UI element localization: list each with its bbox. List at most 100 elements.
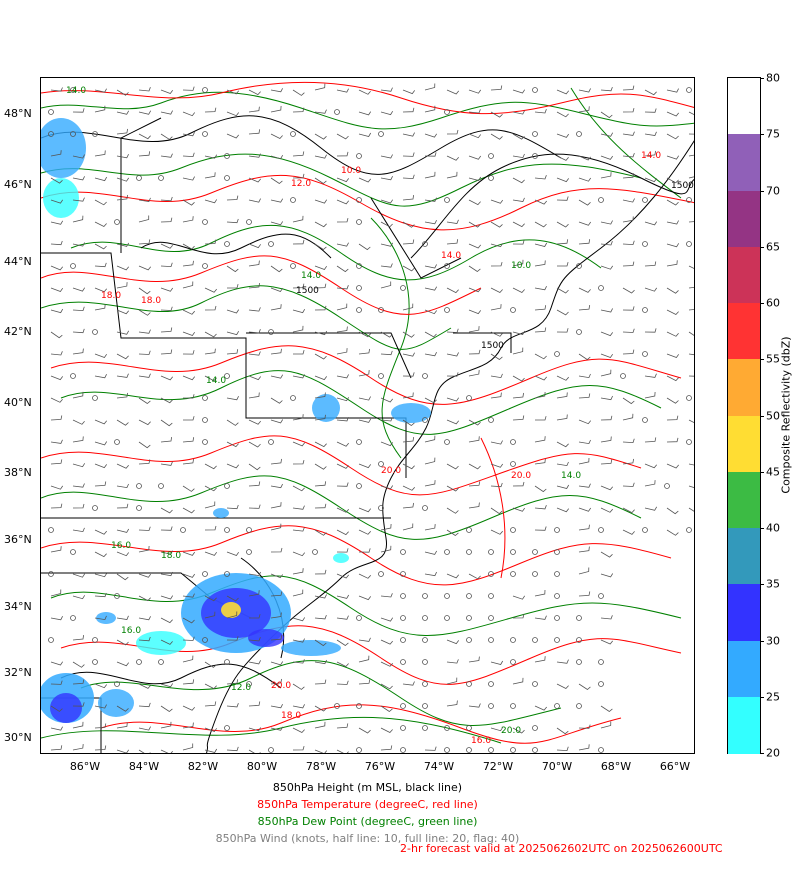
wind-barb [446,485,459,492]
wind-barb [512,89,526,94]
wind-barb [600,721,612,729]
wind-barb [116,194,128,201]
wind-barb [94,441,108,446]
wind-barb [116,551,130,557]
wind-barb [94,683,108,689]
wind-barb [292,89,305,96]
wind-barb [336,265,349,273]
colorbar-tick [760,78,764,79]
wind-barb [226,309,240,314]
wind-barb [358,595,372,601]
colorbar-tick-label: 70 [766,184,780,197]
wind-barb [226,746,239,752]
wind-barb [182,593,195,598]
wind-barb [688,176,694,179]
calm-wind-marker [510,659,516,665]
wind-barb [380,745,393,751]
wind-barb [336,723,349,729]
calm-wind-marker [92,131,98,137]
wind-barb [600,705,613,712]
calm-wind-marker [510,527,516,533]
colorbar-segment [728,415,760,473]
wind-barb [160,262,173,268]
wind-barb [468,436,480,443]
wind-barb [380,617,394,622]
contour-label-dewpoint: 20.0 [501,726,521,736]
wind-barb [600,551,613,558]
colorbar-segment [728,78,760,135]
wind-barb [248,89,261,96]
wind-barb [204,348,216,355]
wind-barb [424,220,437,225]
wind-barb [578,287,591,293]
wind-barb [182,309,196,315]
wind-barb [248,260,260,267]
wind-barb [468,155,482,160]
wind-barb [336,529,349,536]
wind-barb [226,551,240,556]
wind-barb [138,616,151,621]
wind-barb [160,461,173,466]
wind-barb [160,683,174,688]
calm-wind-marker [224,373,230,379]
calm-wind-marker [224,241,230,247]
wind-barb [72,721,84,729]
wind-barb [226,89,240,95]
wind-barb [314,441,327,448]
wind-barb [358,132,372,137]
wind-barb [116,528,130,533]
wind-barb [270,397,283,404]
legend-wind: 850hPa Wind (knots, half line: 10, full … [215,832,520,845]
calm-wind-marker [576,659,582,665]
wind-barb [182,260,194,267]
wind-barb [116,722,128,729]
wind-barb [402,372,415,377]
contour-label-dewpoint: 14.0 [301,271,321,281]
wind-barb [138,726,151,731]
wind-barb [622,173,635,179]
wind-barb [490,660,504,665]
contour-label-temperature: 14.0 [441,251,461,261]
calm-wind-marker [114,439,120,445]
wind-barb [94,105,106,113]
wind-barb [666,243,680,248]
wind-barb [402,107,415,113]
wind-barb [314,305,327,311]
wind-barb [512,259,524,267]
calm-wind-marker [70,549,76,555]
wind-barb [138,329,151,334]
wind-barb [182,551,196,556]
calm-wind-marker [246,549,252,555]
wind-barb [314,283,327,289]
wind-barb [622,507,635,514]
wind-barb [358,573,371,579]
wind-barb [94,723,107,729]
wind-barb [182,132,195,137]
wind-barb [358,418,372,423]
wind-barb [402,132,415,137]
colorbar-tick-label: 55 [766,352,780,366]
colorbar-tick-label: 50 [766,409,780,422]
calm-wind-marker [554,615,560,621]
wind-barb [226,133,240,139]
wind-barb [50,439,63,444]
wind-barb [534,199,548,205]
calm-wind-marker [48,637,54,643]
calm-wind-marker [378,373,384,379]
contour-label-dewpoint: 16.0 [111,541,131,551]
contour-label-dewpoint: 14.0 [206,376,226,386]
colorbar-tick [760,303,764,304]
wind-barb [160,397,173,404]
wind-barb [226,595,239,602]
wind-barb [402,485,415,491]
wind-barb [446,419,460,425]
wind-barb [600,507,614,513]
wind-barb [622,482,635,487]
wind-barb [116,353,129,360]
wind-barb [116,661,130,667]
calm-wind-marker [488,615,494,621]
calm-wind-marker [356,285,362,291]
wind-barb [248,504,261,509]
wind-barb [292,441,306,447]
wind-barb [138,110,152,115]
